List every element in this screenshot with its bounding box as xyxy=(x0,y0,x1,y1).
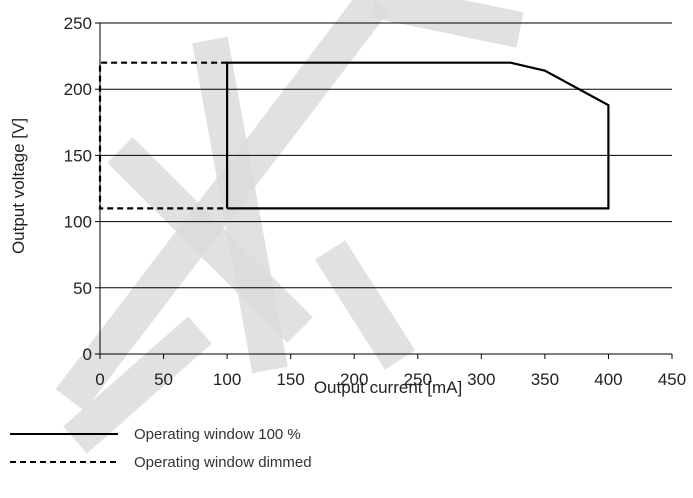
x-tick-label: 0 xyxy=(95,370,104,389)
watermark-stroke xyxy=(63,316,212,454)
y-tick-labels: 0 50 100 150 200 250 xyxy=(64,14,92,364)
y-tick-label: 250 xyxy=(64,14,92,33)
y-tick-label: 200 xyxy=(64,80,92,99)
grid-lines xyxy=(100,22,672,289)
x-tick-label: 350 xyxy=(531,370,559,389)
watermark-stroke xyxy=(371,0,524,48)
x-tick-label: 50 xyxy=(154,370,173,389)
draft-watermark xyxy=(55,0,524,454)
x-tick-label: 200 xyxy=(340,370,368,389)
legend-label-dimmed: Operating window dimmed xyxy=(134,454,312,471)
x-tick-labels: 0 50 100 150 200 250 300 350 400 450 xyxy=(95,370,686,389)
y-tick-label: 0 xyxy=(83,345,92,364)
legend: Operating window 100 % Operating window … xyxy=(10,426,312,471)
x-axis-title: Output current [mA] xyxy=(314,378,462,397)
watermark-stroke xyxy=(192,36,288,374)
y-tick-label: 100 xyxy=(64,213,92,232)
watermark-stroke xyxy=(314,240,416,370)
y-axis-title: Output voltage [V] xyxy=(9,118,28,254)
x-tick-label: 400 xyxy=(594,370,622,389)
x-tick-label: 300 xyxy=(467,370,495,389)
y-tick-label: 150 xyxy=(64,146,92,165)
series-dimmed-window xyxy=(98,61,228,210)
y-tick-label: 50 xyxy=(73,279,92,298)
x-tick-label: 450 xyxy=(658,370,686,389)
legend-label-100: Operating window 100 % xyxy=(134,426,301,443)
x-tick-label: 250 xyxy=(404,370,432,389)
x-tick-label: 100 xyxy=(213,370,241,389)
x-tick-label: 150 xyxy=(276,370,304,389)
series-lines xyxy=(98,61,610,210)
